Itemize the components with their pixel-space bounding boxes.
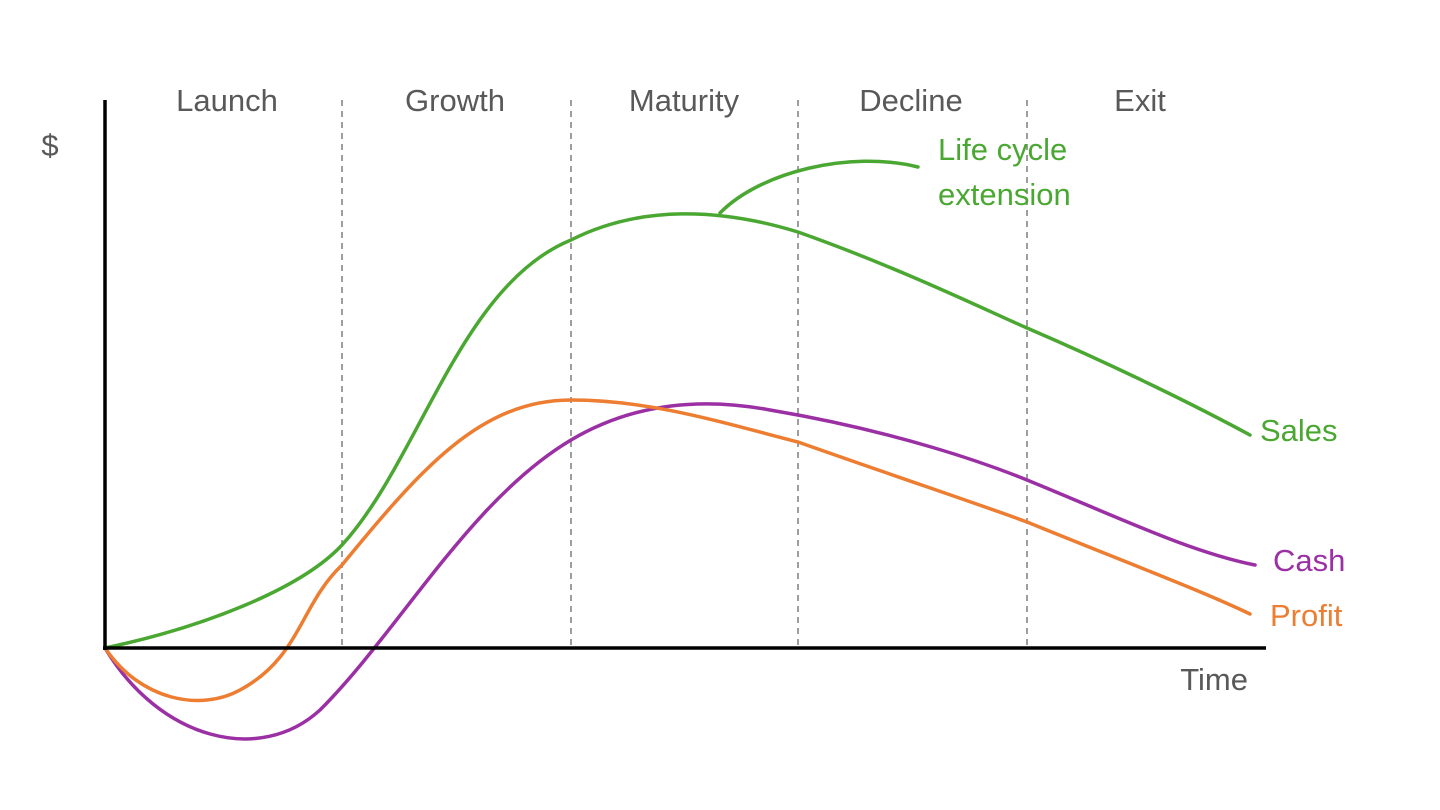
stage-label: Decline	[859, 83, 962, 118]
cash-label: Cash	[1273, 543, 1345, 578]
extension-curve	[718, 159, 920, 215]
stage-label: Exit	[1114, 83, 1166, 118]
stage-label: Launch	[176, 83, 278, 118]
annotation-line: extension	[938, 177, 1071, 212]
cash-curve	[103, 402, 1257, 741]
stage-label: Growth	[405, 83, 505, 118]
sales-label: Sales	[1260, 413, 1338, 448]
x-axis-label: Time	[1180, 662, 1248, 697]
profit-curve	[103, 398, 1252, 703]
y-axis-label: $	[41, 128, 58, 163]
annotation-line: Life cycle	[938, 132, 1067, 167]
sales-curve	[103, 212, 1252, 650]
profit-label: Profit	[1270, 598, 1343, 633]
stage-label: Maturity	[629, 83, 740, 118]
